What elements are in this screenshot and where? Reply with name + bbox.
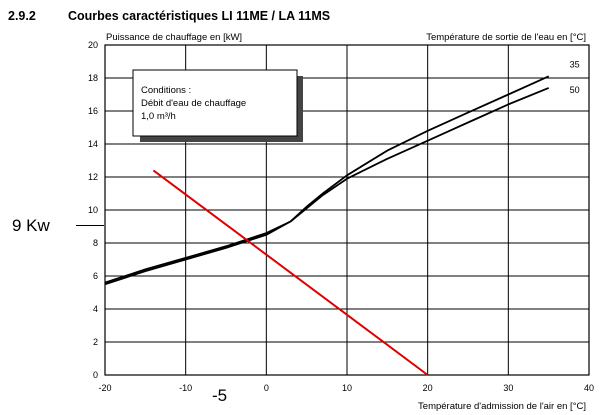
power-marker-label: 9 Kw [12,216,51,235]
x-tick-label: 30 [503,383,513,393]
y-tick-label: 10 [88,205,98,215]
x-tick-label: -20 [98,383,111,393]
x-tick-labels: -20 -10 0 10 20 30 40 [98,383,594,393]
y-tick-label: 12 [88,172,98,182]
plot-frame [104,44,590,376]
y-tick-label: 6 [93,271,98,281]
y-tick-label: 4 [93,304,98,314]
y-tick-label: 18 [88,73,98,83]
series-line-50 [104,87,550,286]
y-tick-label: 8 [93,238,98,248]
y-tick-label: 2 [93,337,98,347]
y-tick-label: 20 [88,40,98,50]
series-label: 35 [570,59,580,69]
x-tick-label: 10 [342,383,352,393]
x-tick-label: 0 [264,383,269,393]
series-labels: 35 50 [570,59,580,95]
x-tick-label: 40 [584,383,594,393]
temp-marker-label: -5 [212,386,227,405]
conditions-line-3: 1,0 m³/h [141,111,176,122]
y-axis-label: Puissance de chauffage en [kW] [106,32,242,43]
series-line-red [152,169,429,376]
section-number: 2.9.2 [8,9,36,23]
conditions-line-1: Conditions : [141,85,191,96]
conditions-box-frame [132,69,298,137]
legend-title: Température de sortie de l'eau en [°C] [426,32,586,43]
conditions-box: Conditions : Débit d'eau de chauffage 1,… [132,69,303,142]
chart-title: Courbes caractéristiques LI 11ME / LA 11… [68,9,330,23]
conditions-line-2: Débit d'eau de chauffage [141,98,246,109]
y-tick-label: 16 [88,106,98,116]
series-line-35 [104,75,550,284]
y-tick-label: 14 [88,139,98,149]
x-tick-label: 20 [423,383,433,393]
y-tick-label: 0 [93,370,98,380]
grid [104,44,590,376]
series-layer [104,75,550,376]
x-axis-label: Température d'admission de l'air en [°C] [418,401,586,412]
y-tick-labels: 0 2 4 6 8 10 12 14 16 18 20 [88,40,98,380]
series-label: 50 [570,85,580,95]
x-tick-label: -10 [179,383,192,393]
